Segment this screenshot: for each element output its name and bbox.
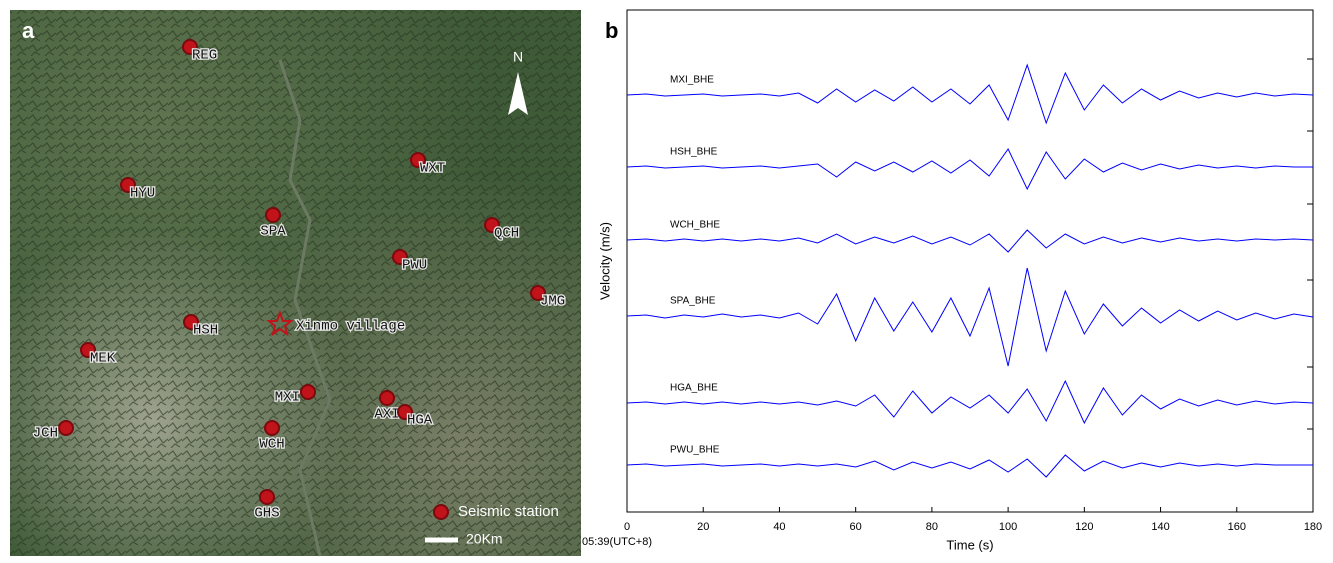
station-label: WXT [420,161,445,177]
north-label: N [513,49,523,65]
trace [626,454,1313,478]
panel-label: a [22,18,35,43]
trace-name: MXI_BHE [670,75,714,86]
river [278,59,332,557]
station-marker [182,39,198,55]
x-tick-label: 40 [773,521,785,533]
station-marker [410,152,426,168]
station-marker [397,404,413,420]
station-marker [183,314,199,330]
target-label: Xinmo village [296,319,405,335]
trace [626,379,1314,425]
target-star [266,310,294,337]
station-label: GHS [254,506,279,522]
station-marker [264,420,280,436]
station-label: WCH [259,437,284,453]
trace-name: SPA_BHE [670,296,716,307]
station-label: REG [192,48,217,64]
station-marker [300,384,316,400]
north-arrow [508,72,528,115]
x-tick-label: 100 [999,521,1017,533]
seismogram-panel: b Velocity (m/s) Time (s) 05:39(UTC+8) 0… [582,9,1322,552]
station-label: MXI [275,390,300,406]
station-label: MEK [90,351,116,367]
x-tick-label: 80 [926,521,938,533]
station-marker [259,489,275,505]
plot-frame [626,9,1314,513]
station-label: AXI [374,407,399,423]
station-marker [58,420,74,436]
panel-label: b [605,18,618,43]
x-tick-label: 140 [1151,521,1169,533]
station-marker [484,217,500,233]
y-axis-label: Velocity (m/s) [597,222,612,300]
station-marker [80,342,96,358]
station-label: HGA [407,413,433,429]
x-axis-label: Time (s) [946,537,993,552]
x-tick-label: 120 [1075,521,1093,533]
trace-name: HGA_BHE [670,383,718,394]
map-relief [10,10,581,556]
x-tick-label: 0 [624,521,630,533]
x-tick-label: 180 [1304,521,1322,533]
legend-icon [433,504,449,520]
station-label: HSH [193,323,218,339]
x-tick-label: 20 [697,521,709,533]
trace-name: HSH_BHE [670,147,718,158]
trace [626,63,1314,125]
station-marker [392,249,408,265]
legend-label: Seismic station [458,503,559,520]
trace [626,229,1314,253]
x-tick-label: 60 [850,521,862,533]
station-label: HYU [130,186,155,202]
station-marker [120,177,136,193]
station-marker [530,285,546,301]
station-label: JMG [540,294,565,310]
station-label: PWU [402,258,427,274]
station-label: SPA [260,224,286,240]
x-tick-label: 160 [1228,521,1246,533]
map-panel: a N Seismic station 20Km Xinmo village R… [10,10,581,557]
station-label: QCH [494,226,519,242]
trace-name: WCH_BHE [670,220,720,231]
station-label: JCH [33,426,58,442]
station-marker [265,207,281,223]
trace-name: PWU_BHE [670,445,720,456]
trace [626,148,1313,191]
trace [626,267,1314,367]
station-marker [379,390,395,406]
start-time: 05:39(UTC+8) [582,536,652,548]
scale-label: 20Km [466,531,503,547]
